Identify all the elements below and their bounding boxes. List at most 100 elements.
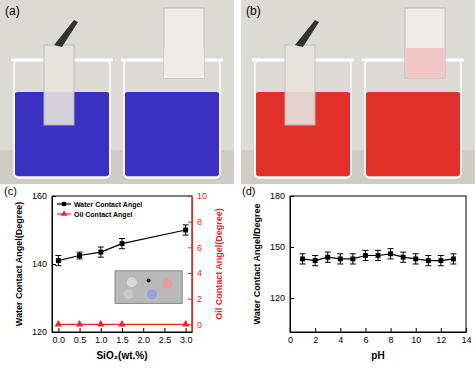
x-axis-title: SiO₂(wt.%)	[96, 350, 147, 361]
x-axis: 0.0 0.5 1.0 1.5 2.0 2.5 3.0	[53, 328, 193, 345]
tick-label: 6	[197, 243, 202, 253]
tick-label: 0	[288, 335, 293, 345]
tick: 2	[313, 328, 318, 345]
tick-label: 10	[197, 191, 207, 201]
error-bar	[400, 252, 406, 262]
marks	[55, 225, 190, 327]
tick-label: 2	[197, 294, 202, 304]
point	[120, 241, 125, 246]
y2-axis-title: Oil Contact Angel(Degree)	[214, 208, 224, 320]
series-line	[58, 230, 185, 261]
point	[97, 320, 104, 326]
strip	[285, 45, 315, 125]
x-axis: 02468101214	[288, 328, 472, 345]
error-bar	[350, 254, 356, 264]
strip-tint	[405, 48, 445, 78]
point	[363, 253, 368, 258]
tick-label: 8	[389, 335, 394, 345]
tick-mark	[80, 328, 81, 332]
tick-label: 150	[270, 242, 285, 252]
strip	[44, 45, 74, 125]
point	[182, 320, 189, 326]
error-bar	[438, 256, 444, 266]
tick-label: 2	[313, 335, 318, 345]
point	[55, 320, 62, 326]
tick-label: 1.5	[116, 335, 129, 345]
chart: 0.00.51.01.52.02.53.01201401600246810SiO…	[4, 185, 224, 361]
figure: (a)(b)0.00.51.01.52.02.53.01201401600246…	[0, 0, 476, 371]
tick-mark	[416, 328, 417, 332]
point	[451, 256, 456, 261]
error-bar	[425, 256, 431, 266]
tick-mark	[52, 196, 56, 197]
tick-mark	[365, 328, 366, 332]
tweezers	[295, 20, 319, 47]
tick-label: 6	[363, 335, 368, 345]
tick-mark	[164, 328, 165, 332]
tick-mark	[315, 328, 316, 332]
tick: 2.5	[159, 328, 172, 345]
panel-label: (c)	[4, 185, 17, 197]
tick: 8	[389, 328, 394, 345]
point	[413, 256, 418, 261]
tick: 0.0	[53, 328, 66, 345]
legend-marker	[62, 202, 66, 206]
tick-mark	[466, 328, 467, 332]
tick-label: 3.0	[180, 335, 193, 345]
point	[350, 256, 355, 261]
tick-label: 2.0	[137, 335, 150, 345]
plot-frame	[290, 196, 466, 332]
error-bar	[413, 254, 419, 264]
y-axis-line	[290, 197, 291, 333]
legend-label: Water Contact Angel	[74, 201, 142, 209]
point	[76, 320, 83, 326]
y2-axis-line	[192, 197, 193, 333]
tick: 180	[270, 191, 294, 201]
tick: 2	[188, 294, 202, 304]
tick: 1.0	[95, 328, 108, 345]
tick-label: 120	[270, 293, 285, 303]
tick: 2.0	[137, 328, 150, 345]
error-bar	[77, 252, 83, 259]
y-axis-title: Water Contact Angel(Degree)	[14, 202, 24, 326]
panel-label: (b)	[246, 4, 261, 18]
chart: 02468101214120150180pHWater Contact Ange…	[242, 185, 472, 361]
tick-label: 14	[461, 335, 471, 345]
photo-background	[0, 0, 234, 184]
photo: (b)	[241, 0, 475, 184]
panel-label: (a)	[5, 4, 20, 18]
panel-label: (d)	[242, 185, 255, 197]
tick-label: 1.0	[95, 335, 108, 345]
point	[98, 250, 103, 255]
beaker	[11, 20, 113, 178]
tick: 120	[270, 293, 294, 303]
tick-mark	[122, 328, 123, 332]
tick: 0.5	[74, 328, 87, 345]
point	[118, 320, 125, 326]
error-bar	[450, 254, 456, 264]
tick-mark	[290, 247, 294, 248]
tick-label: 8	[197, 217, 202, 227]
plot-frame	[52, 196, 192, 332]
droplet	[127, 277, 137, 287]
strip-tint	[164, 48, 204, 78]
tick: 6	[188, 243, 202, 253]
tick-label: 120	[32, 327, 47, 337]
point	[56, 258, 61, 263]
tick-label: 180	[270, 191, 285, 201]
strip	[405, 8, 445, 78]
legend-marker	[61, 210, 67, 216]
tick-mark	[101, 328, 102, 332]
point	[300, 256, 305, 261]
error-bar	[312, 256, 318, 266]
point	[388, 251, 393, 256]
point	[401, 255, 406, 260]
point	[183, 228, 188, 233]
x-axis-title: pH	[371, 350, 384, 361]
error-bar	[388, 249, 394, 259]
error-bar	[325, 252, 331, 262]
beaker	[121, 8, 223, 178]
tick-mark	[340, 328, 341, 332]
tick: 10	[188, 191, 207, 201]
error-bar	[183, 225, 189, 235]
